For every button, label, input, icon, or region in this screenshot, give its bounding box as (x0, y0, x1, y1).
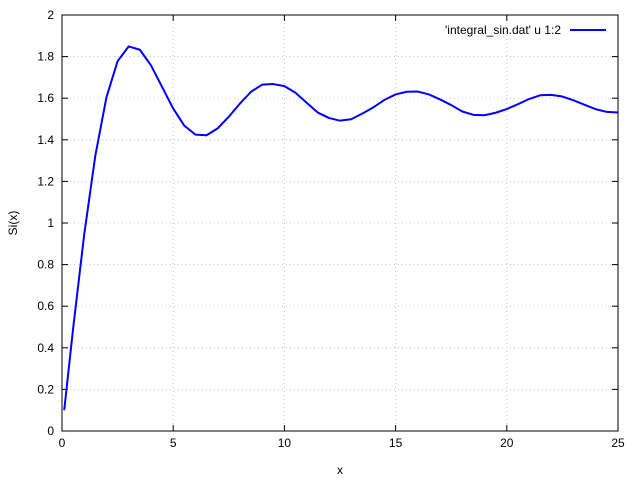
x-axis-label: x (337, 463, 343, 477)
x-tick-label: 0 (59, 436, 66, 450)
legend: 'integral_sin.dat' u 1:2 (445, 23, 606, 37)
y-axis-label: Si(x) (6, 211, 20, 236)
grid (62, 15, 618, 431)
y-tick-label: 0 (47, 424, 54, 438)
series-line (63, 45, 619, 411)
legend-label: 'integral_sin.dat' u 1:2 (445, 23, 561, 37)
axis-ticks (61, 14, 619, 432)
x-tick-label: 15 (389, 436, 403, 450)
y-tick-labels: 0 0.2 0.4 0.6 0.8 1 1.2 1.4 1.6 1.8 2 (37, 8, 54, 438)
x-tick-labels: 0 5 10 15 20 25 (59, 436, 625, 450)
y-tick-label: 2 (47, 8, 54, 22)
y-tick-label: 1.4 (37, 133, 54, 147)
y-tick-label: 1.8 (37, 50, 54, 64)
y-tick-label: 1 (47, 216, 54, 230)
x-tick-label: 10 (278, 436, 292, 450)
y-tick-label: 0.2 (37, 382, 54, 396)
y-tick-label: 0.8 (37, 258, 54, 272)
x-tick-label: 20 (500, 436, 514, 450)
y-tick-label: 1.2 (37, 174, 54, 188)
x-tick-label: 5 (170, 436, 177, 450)
series-layer (63, 45, 619, 411)
y-tick-label: 1.6 (37, 91, 54, 105)
y-tick-label: 0.4 (37, 341, 54, 355)
y-tick-label: 0.6 (37, 299, 54, 313)
x-tick-label: 25 (611, 436, 625, 450)
